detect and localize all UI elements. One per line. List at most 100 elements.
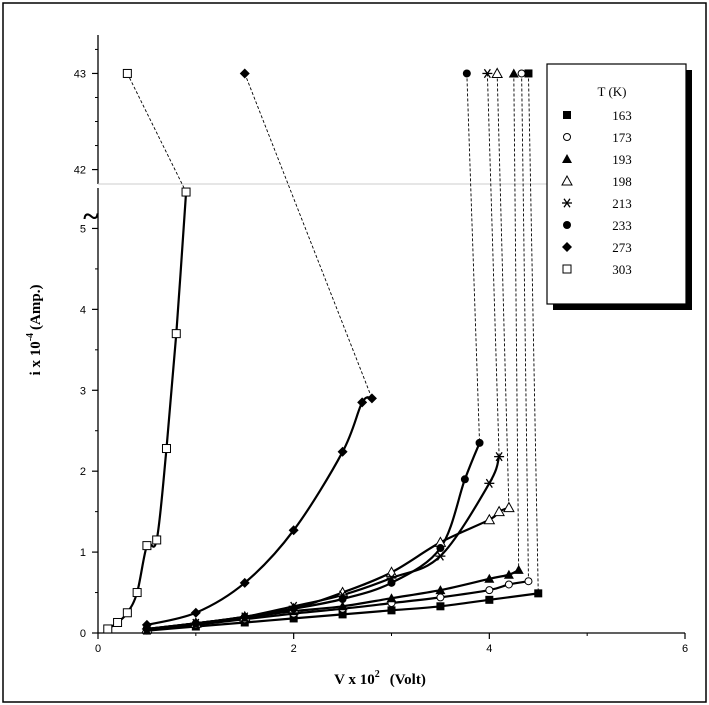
x-axis-title-exp: 2 <box>375 669 380 680</box>
series-point-273 <box>366 393 377 404</box>
series-point-top-303 <box>122 68 132 78</box>
data-points <box>103 67 543 635</box>
axis-break-symbol: ~ <box>83 200 99 233</box>
series-point-303 <box>171 329 181 339</box>
y-tick-label: 3 <box>80 385 86 397</box>
series-point-top-163 <box>524 69 533 78</box>
series-point-233 <box>460 475 469 484</box>
series-point-303 <box>152 535 162 545</box>
series-point-303 <box>161 444 171 454</box>
series-point-163 <box>485 595 494 604</box>
series-point-193 <box>503 569 514 579</box>
legend-label-273: 273 <box>612 240 632 255</box>
series-connector-213 <box>486 73 500 457</box>
series-point-193 <box>435 585 446 595</box>
series-point-top-173 <box>517 69 526 78</box>
legend-marker-193 <box>562 154 572 163</box>
break-connectors <box>126 73 539 594</box>
series-point-top-213 <box>482 68 493 79</box>
series-point-233 <box>436 544 445 553</box>
series-point-233 <box>338 595 347 604</box>
series-curve-173 <box>146 580 529 632</box>
series-point-303 <box>113 617 123 627</box>
series-point-233 <box>240 612 249 621</box>
series-point-303 <box>181 187 191 197</box>
series-point-303 <box>142 541 152 551</box>
series-point-273 <box>357 397 368 408</box>
asterisk-stroke <box>495 451 503 462</box>
x-axis-title-unit: (Volt) <box>390 672 426 688</box>
series-point-213 <box>435 551 446 561</box>
series-point-198 <box>483 513 496 525</box>
x-tick-label: 6 <box>682 643 688 655</box>
x-tick-label: 0 <box>95 643 101 655</box>
legend-label-163: 163 <box>612 108 632 123</box>
legend-label-213: 213 <box>612 196 632 211</box>
series-connector-193 <box>513 73 520 570</box>
series-connector-303 <box>126 73 187 193</box>
legend-title: T (K) <box>597 84 626 99</box>
legend-label-173: 173 <box>612 130 632 145</box>
series-point-163 <box>436 602 445 611</box>
series-point-top-273 <box>239 68 250 79</box>
series-point-163 <box>534 589 543 598</box>
y-tick-label: 5 <box>80 223 86 235</box>
legend-marker-163 <box>563 111 571 119</box>
series-point-273 <box>141 619 152 630</box>
series-point-213 <box>494 451 505 462</box>
legend-label-193: 193 <box>612 152 632 167</box>
series-point-193 <box>337 601 348 611</box>
series-connector-198 <box>496 73 510 508</box>
series-point-273 <box>239 577 250 588</box>
legend-label-303: 303 <box>612 262 632 277</box>
x-tick-label: 4 <box>486 643 492 655</box>
series-point-173 <box>524 577 533 586</box>
series-connector-273 <box>244 73 373 399</box>
series-point-193 <box>484 573 495 583</box>
legend-label-198: 198 <box>612 174 632 189</box>
series-point-303 <box>122 608 132 618</box>
series-connector-173 <box>521 73 529 582</box>
series-point-173 <box>485 586 494 595</box>
series-point-163 <box>338 610 347 619</box>
series-point-198 <box>493 505 505 517</box>
legend-marker-213 <box>562 198 572 208</box>
legend-marker-198 <box>561 174 573 186</box>
y-tick-label: 4 <box>80 304 86 316</box>
series-point-193 <box>386 593 397 603</box>
y-tick-label: 1 <box>80 547 86 559</box>
x-axis-title-main: V x 10 <box>334 672 375 688</box>
y-tick-label-upper: 43 <box>74 68 86 80</box>
legend-label-233: 233 <box>612 218 632 233</box>
x-tick-label: 2 <box>291 643 297 655</box>
y-tick-label: 2 <box>80 466 86 478</box>
x-axis-title: V x 102 (Volt) <box>334 669 426 688</box>
series-point-233 <box>475 438 484 447</box>
series-curve-273 <box>146 396 373 626</box>
series-point-273 <box>337 446 348 457</box>
y-axis-title: i x 10-4 (Amp.) <box>25 285 44 376</box>
series-point-233 <box>387 578 396 587</box>
series-point-198 <box>385 566 398 577</box>
series-point-top-193 <box>508 68 519 78</box>
legend-marker-233 <box>563 221 571 229</box>
legend-marker-303 <box>562 264 572 274</box>
axis-break-gap <box>88 184 685 188</box>
series-curve-193 <box>146 568 520 631</box>
series-point-top-233 <box>462 69 471 78</box>
y-tick-label-upper: 42 <box>74 165 86 177</box>
series-point-163 <box>289 614 298 623</box>
series-point-top-198 <box>491 67 504 78</box>
series-connector-233 <box>466 73 480 443</box>
series-point-213 <box>484 478 495 488</box>
asterisk-stroke <box>436 551 444 561</box>
series-point-193 <box>513 564 524 574</box>
series-point-303 <box>132 588 142 598</box>
series-point-173 <box>436 593 445 602</box>
series-curve-303 <box>107 191 188 630</box>
asterisk-stroke <box>485 478 493 488</box>
series-point-273 <box>190 607 201 618</box>
fit-curves <box>107 191 539 632</box>
